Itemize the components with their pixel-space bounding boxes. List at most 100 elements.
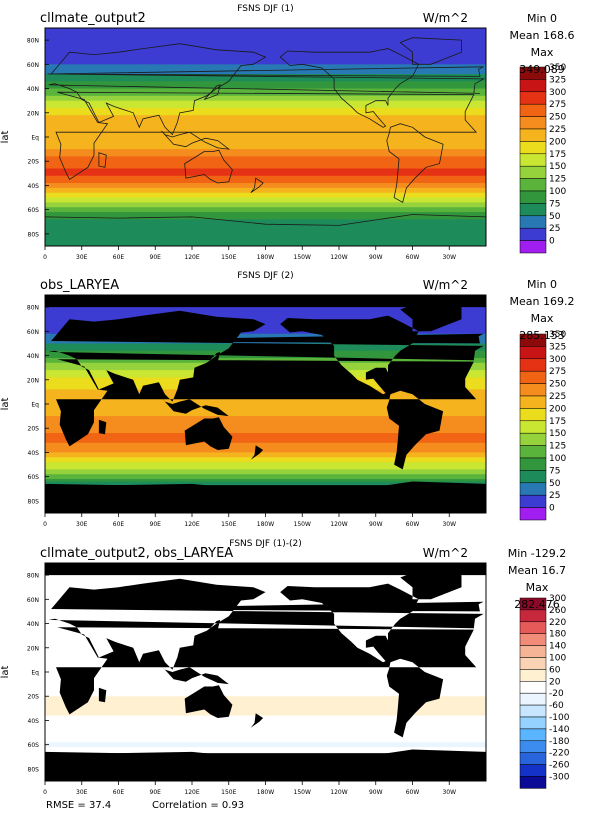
stats-panel-3: Min -129.2 Mean 16.7 Max 282.476 bbox=[502, 545, 572, 613]
field-band bbox=[45, 594, 486, 598]
panel-units: W/m^2 bbox=[423, 11, 468, 25]
colorbar-label: 25 bbox=[549, 491, 560, 501]
field-band bbox=[45, 744, 486, 748]
field-band bbox=[45, 57, 486, 61]
field-band bbox=[45, 592, 486, 596]
field-band bbox=[45, 199, 486, 203]
field-band bbox=[45, 734, 486, 738]
field-band bbox=[45, 100, 486, 104]
field-band bbox=[45, 202, 486, 206]
field-band bbox=[45, 440, 486, 444]
field-band bbox=[45, 236, 486, 240]
field-band bbox=[45, 129, 486, 133]
x-tick-label: 120E bbox=[184, 789, 199, 796]
field-band bbox=[45, 355, 486, 359]
x-tick-label: 90E bbox=[150, 789, 162, 796]
field-band bbox=[45, 309, 486, 313]
field-band bbox=[45, 447, 486, 451]
colorbar-swatch bbox=[519, 507, 547, 521]
field-band bbox=[45, 435, 486, 439]
field-band bbox=[45, 195, 486, 199]
field-band bbox=[45, 725, 486, 729]
x-tick-label: 60W bbox=[406, 521, 420, 528]
field-band bbox=[45, 589, 486, 593]
field-band bbox=[45, 107, 486, 111]
field-band bbox=[45, 173, 486, 177]
panels-root: FSNS DJF (1) cllmate_output2 W/m^2 80N 60N 40… bbox=[0, 4, 570, 796]
map-panel-3: FSNS DJF (1)-(2)cllmate_output2, obs_LAR… bbox=[0, 539, 570, 796]
field-band bbox=[45, 674, 486, 678]
colorbar-swatch bbox=[519, 494, 547, 508]
field-band bbox=[45, 28, 486, 32]
colorbar-label: 325 bbox=[549, 75, 566, 85]
colorbar-label: 75 bbox=[549, 466, 560, 476]
panel-title: FSNS DJF (1)-(2) bbox=[229, 539, 301, 549]
y-tick-label: 20N bbox=[27, 645, 39, 652]
field-band bbox=[45, 676, 486, 680]
field-band bbox=[45, 418, 486, 422]
field-band bbox=[45, 679, 486, 683]
x-tick-label: 0 bbox=[43, 789, 47, 796]
field-band bbox=[45, 32, 486, 36]
field-band bbox=[45, 445, 486, 449]
colorbar-swatch bbox=[519, 445, 547, 459]
colorbar-swatch bbox=[519, 165, 547, 179]
continents bbox=[45, 304, 486, 513]
field-band bbox=[45, 146, 486, 150]
correlation-label: Correlation = 0.93 bbox=[152, 800, 245, 811]
field-band bbox=[45, 35, 486, 39]
x-tick-label: 90W bbox=[369, 254, 383, 261]
field-band bbox=[45, 326, 486, 330]
field-band bbox=[45, 170, 486, 174]
field-band bbox=[45, 44, 486, 48]
field-band bbox=[45, 168, 486, 172]
colorbar-label: 350 bbox=[549, 63, 566, 73]
x-tick-label: 60W bbox=[406, 254, 420, 261]
field-band bbox=[45, 466, 486, 470]
field-band bbox=[45, 180, 486, 184]
field-band bbox=[45, 214, 486, 218]
field-band bbox=[45, 183, 486, 187]
stat-max: Max 285.153 bbox=[519, 312, 565, 342]
colorbar-label: 100 bbox=[549, 654, 566, 664]
field-band bbox=[45, 83, 486, 87]
y-tick-label: 60N bbox=[27, 597, 39, 604]
field-band bbox=[45, 122, 486, 126]
field-band bbox=[45, 30, 486, 34]
field-band bbox=[45, 476, 486, 480]
field-band bbox=[45, 321, 486, 325]
field-band bbox=[45, 156, 486, 160]
field-band bbox=[45, 672, 486, 676]
field-band bbox=[45, 479, 486, 483]
field-band bbox=[45, 112, 486, 116]
colorbar-label: 140 bbox=[549, 642, 566, 652]
field-band bbox=[45, 428, 486, 432]
field-band bbox=[45, 399, 486, 403]
colorbar-label: 100 bbox=[549, 187, 566, 197]
field-band bbox=[45, 64, 486, 68]
colorbar-label: 225 bbox=[549, 125, 566, 135]
y-tick-label: 80S bbox=[28, 231, 40, 238]
colorbar-swatch bbox=[519, 692, 547, 706]
field-band bbox=[45, 684, 486, 688]
colorbar-swatch bbox=[519, 178, 547, 192]
field-band bbox=[45, 708, 486, 712]
colorbar-swatch bbox=[519, 116, 547, 130]
x-tick-label: 90W bbox=[369, 521, 383, 528]
x-tick-label: 90E bbox=[150, 521, 162, 528]
y-tick-label: Eq bbox=[31, 135, 39, 142]
field-band bbox=[45, 623, 486, 627]
field-band bbox=[45, 474, 486, 478]
x-tick-label: 180W bbox=[257, 254, 274, 261]
y-tick-label: 20S bbox=[28, 426, 40, 433]
colorbar-swatch bbox=[519, 141, 547, 155]
field-band bbox=[45, 587, 486, 591]
colorbar-swatch bbox=[519, 420, 547, 434]
colorbar-label: -100 bbox=[549, 713, 570, 723]
stat-max: Max 282.476 bbox=[514, 581, 560, 611]
colorbar-swatch bbox=[519, 153, 547, 167]
colorbar-swatch bbox=[519, 370, 547, 384]
field-band bbox=[45, 243, 486, 246]
field-band bbox=[45, 742, 486, 746]
